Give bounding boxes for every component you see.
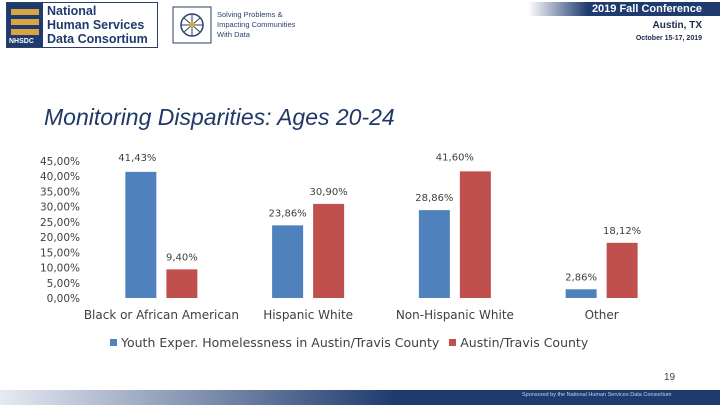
x-tick-label: Non-Hispanic White [396,308,514,322]
legend-label-series-1: Youth Exper. Homelessness in Austin/Trav… [121,335,440,350]
legend-swatch-series-1 [110,339,117,346]
x-tick-label: Hispanic White [263,308,353,322]
y-tick-label: 30,00% [40,202,80,214]
conference-header: NHSDC National Human Services Data Conso… [0,0,720,50]
data-label-1-2: 23,86% [269,208,307,219]
chart-legend: Youth Exper. Homelessness in Austin/Trav… [110,335,598,350]
org-name-line-3: Data Consortium [47,32,148,46]
y-tick-label: 10,00% [40,263,80,275]
bar-chart: 0,00% 5,00% 10,00% 15,00% 20,00% 25,00% 30,00%… [40,152,641,322]
bar-2-4 [606,242,638,298]
bar-1-4 [565,289,597,298]
x-axis: Black or African American Hispanic White N… [84,308,619,322]
nhsdc-logo: NHSDC National Human Services Data Conso… [6,2,158,48]
circuit-emblem-icon [172,6,212,44]
y-tick-label: 40,00% [40,171,80,183]
bar-2-1 [166,269,198,298]
y-tick-label: 0,00% [47,293,80,305]
slide-title: Monitoring Disparities: Ages 20-24 [44,104,395,130]
nhsdc-logo-mark: NHSDC [7,3,43,47]
data-label-2-4: 18,12% [603,226,641,237]
bar-1-1 [125,171,157,298]
legend-item-series-2: Austin/Travis County [449,335,588,350]
data-label-2-1: 9,40% [166,252,198,263]
bar-1-3 [418,210,450,298]
y-tick-label: 35,00% [40,186,80,198]
conference-banner: 2019 Fall Conference [528,2,720,16]
x-tick-label: Other [585,308,619,322]
data-label-1-1: 41,43% [118,153,156,164]
y-tick-label: 15,00% [40,247,80,259]
y-tick-label: 5,00% [47,278,80,290]
conference-dates: October 15-17, 2019 [635,35,702,42]
y-tick-label: 25,00% [40,217,80,229]
data-label-2-2: 30,90% [310,187,348,198]
x-tick-label: Black or African American [84,308,239,322]
legend-swatch-series-2 [449,339,457,346]
legend-item-series-1: Youth Exper. Homelessness in Austin/Trav… [110,335,439,350]
y-tick-label: 45,00% [40,156,80,168]
bar-2-2 [313,203,345,298]
data-label-2-3: 41,60% [436,152,474,163]
page-number: 19 [664,372,676,383]
tagline: Solving Problems & Impacting Communities… [217,10,296,39]
conference-place: Austin, TX [652,20,702,31]
footer-sponsor-text: Sponsored by the National Human Services… [522,392,672,398]
legend-label-series-2: Austin/Travis County [460,335,589,350]
bar-1-2 [272,225,304,298]
bar-2-3 [459,171,491,298]
conference-title: 2019 Fall Conference [591,3,702,15]
footer-band [0,390,720,405]
org-name-line-1: National [47,4,97,18]
data-label-1-4: 2,86% [565,272,597,283]
y-tick-label: 20,00% [40,232,80,244]
y-axis: 0,00% 5,00% 10,00% 15,00% 20,00% 25,00% 30,00%… [40,156,80,305]
org-name-line-2: Human Services [47,18,145,32]
bars: 41,43% 9,40% 23,86%30,90% 28,86% 41,60% 2,86%… [118,152,641,298]
data-label-1-3: 28,86% [415,193,453,204]
